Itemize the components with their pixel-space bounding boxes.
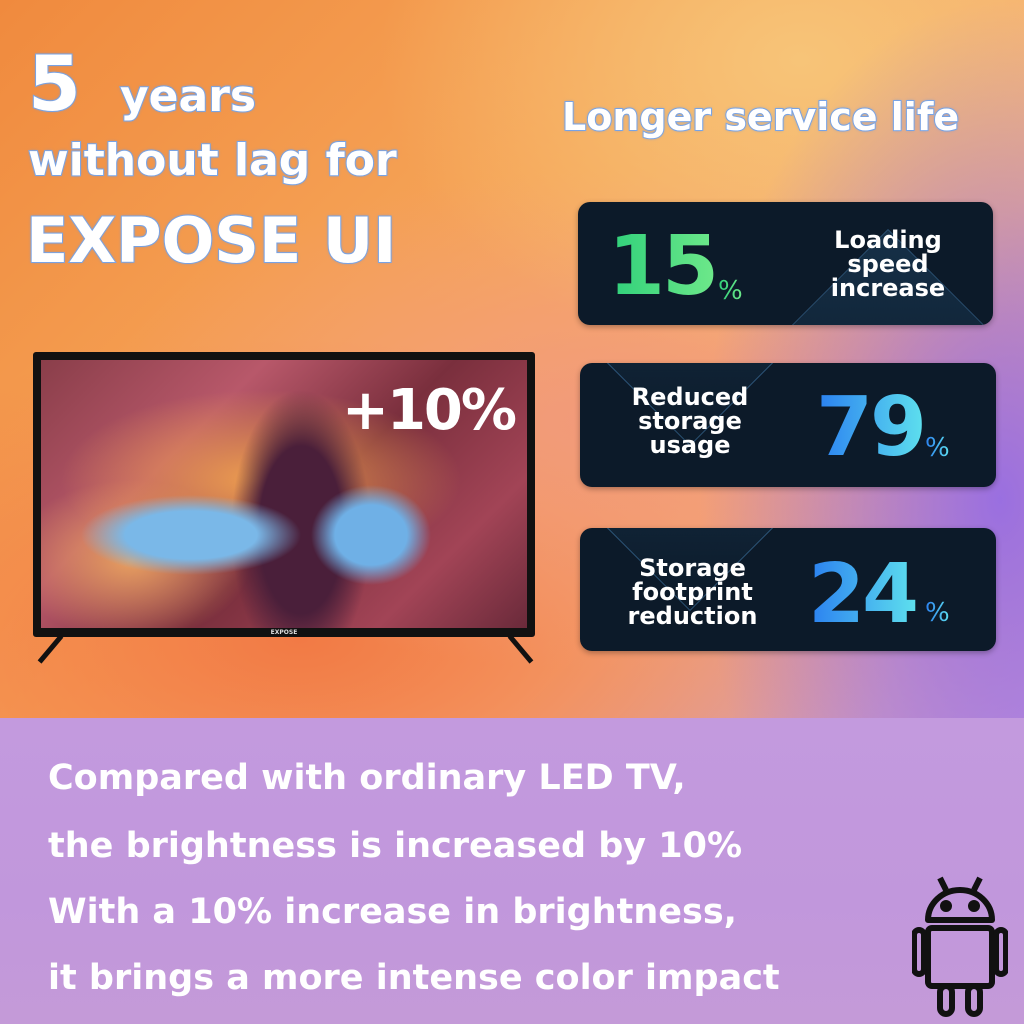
description-line-2: the brightness is increased by 10% xyxy=(48,826,743,866)
headline-years: years xyxy=(119,71,257,123)
stat-label: Storage footprint reduction xyxy=(627,554,758,630)
stat-card-storage-footprint: Storage footprint reduction 24 % xyxy=(580,528,996,651)
stat-value: 15 xyxy=(608,219,719,314)
headline-number: 5 xyxy=(27,39,82,128)
description-line-4: it brings a more intense color impact xyxy=(48,958,780,998)
stat-value: 79 xyxy=(816,380,927,475)
tv-brand-logo: EXPOSE xyxy=(270,629,298,636)
headline-line3: EXPOSE UI xyxy=(25,204,397,277)
description-panel xyxy=(0,718,1024,1024)
stat-label: Reduced storage usage xyxy=(631,383,749,459)
subtitle: Longer service life xyxy=(561,94,960,140)
stat-unit: % xyxy=(718,276,743,306)
stat-card-storage-usage: Reduced storage usage 79 % xyxy=(580,363,996,487)
stat-unit: % xyxy=(925,433,950,463)
tv-screen: +10% xyxy=(41,360,527,628)
tv-image: +10% EXPOSE xyxy=(33,352,535,637)
headline-line2: without lag for xyxy=(27,135,398,187)
android-icon xyxy=(912,876,1008,1017)
description-line-1: Compared with ordinary LED TV, xyxy=(48,758,686,798)
description-line-3: With a 10% increase in brightness, xyxy=(48,892,737,932)
stat-unit: % xyxy=(925,598,950,628)
stat-label: Loading speed increase xyxy=(830,226,946,302)
brightness-badge: +10% xyxy=(342,378,517,443)
stat-value: 24 xyxy=(808,547,919,642)
stat-card-loading-speed: 15 % Loading speed increase xyxy=(578,202,993,325)
